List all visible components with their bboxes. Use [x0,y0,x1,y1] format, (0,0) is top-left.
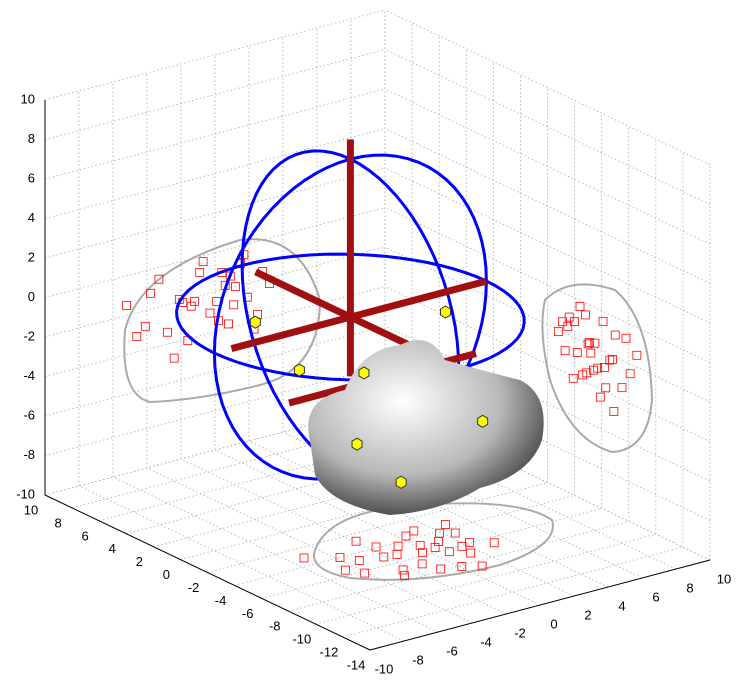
outline-floor [314,503,553,580]
point-projection [451,529,459,537]
y-tick-label: -12 [320,645,339,660]
z-tick-label: 0 [28,289,35,304]
point-projection [626,370,634,378]
point-projection [611,331,619,339]
grid-line [385,89,710,244]
y-tick-label: 8 [54,515,61,530]
grid-line [385,208,710,363]
marker [478,415,488,427]
point-projection [587,349,595,357]
point-projection [196,268,204,276]
point-projection [445,548,453,556]
x-tick-label: 10 [717,571,731,586]
point-projection [419,549,427,557]
point-projection [490,539,498,547]
x-tick-label: -4 [480,634,492,649]
point-projection [441,521,449,529]
point-projection [431,543,439,551]
x-tick-label: 0 [550,616,557,631]
point-projection [402,532,410,540]
point-projection [133,332,141,340]
point-projection [465,538,473,546]
point-projection [199,258,207,266]
grid-line [385,129,710,284]
point-projection [393,550,401,558]
marker [396,476,406,488]
y-tick-label: -2 [188,580,200,595]
x-tick-label: 8 [686,580,693,595]
point-projection [576,302,584,310]
z-tick-label: -8 [23,447,35,462]
chart: -10 -8 -6 -4 -2 0 2 4 6 8 10 -14 -12 -10 -8 -6 -4 -2 0 2 4 6 8… [0,0,746,680]
point-projection [596,393,604,401]
point-projection [437,565,445,573]
point-projection [410,527,418,535]
point-projection [300,554,308,562]
y-tick-label: 4 [109,541,116,556]
x-tick-label: -6 [446,643,458,658]
y-tick-label: -10 [292,632,311,647]
x-tick-label: -10 [375,661,394,676]
y-tick-label: 10 [24,502,38,517]
point-projection [170,354,178,362]
y-tick-label: 6 [82,528,89,543]
point-projection [123,302,131,310]
page: {"chart_data": { "type": "scatter3d", "x… [0,0,746,680]
point-projection [435,537,443,545]
point-projection [606,356,614,364]
rock [308,340,544,515]
marker [250,316,260,328]
z-tick-label: -4 [23,368,35,383]
y-tick-label: 2 [136,554,143,569]
point-projection [581,311,589,319]
y-tick-label: -6 [242,606,254,621]
point-projection [418,560,426,568]
point-projection [602,384,610,392]
z-tick-label: -10 [16,486,35,501]
x-tick-label: -2 [514,625,526,640]
point-projection [394,542,402,550]
y-tick-label: -14 [347,657,366,672]
z-tick-label: 2 [28,249,35,264]
point-projection [554,328,562,336]
point-projection [187,302,195,310]
x-tick-label: 6 [652,589,659,604]
marker [352,438,362,450]
point-projection [599,317,607,325]
z-tick-label: -6 [23,407,35,422]
point-projection [610,407,618,415]
x-tick-label: -8 [412,652,424,667]
marker [359,367,369,379]
point-projection [618,384,626,392]
z-tick-label: 4 [28,210,35,225]
grid-line [385,168,710,323]
y-tick-label: 0 [163,567,170,582]
point-projection [230,301,238,309]
axis-line [45,495,370,650]
z-tick-label: -2 [23,328,35,343]
marker [294,364,304,376]
y-tick-label: -4 [215,593,227,608]
point-projection [467,549,475,557]
point-projection [191,297,199,305]
z-tick-label: 8 [28,131,35,146]
point-projection [163,328,171,336]
axis-line [370,560,710,650]
point-projection [633,351,641,359]
point-projection [206,309,214,317]
y-tick-label: -8 [269,619,281,634]
x-tick-label: 2 [584,607,591,622]
point-projection [341,566,349,574]
point-projection [569,374,577,382]
z-tick-label: 10 [21,91,35,106]
point-projection [141,322,149,330]
z-tick-label: 6 [28,170,35,185]
x-tick-label: 4 [618,598,625,613]
point-projection [561,347,569,355]
point-projection [355,556,363,564]
marker [441,306,451,318]
